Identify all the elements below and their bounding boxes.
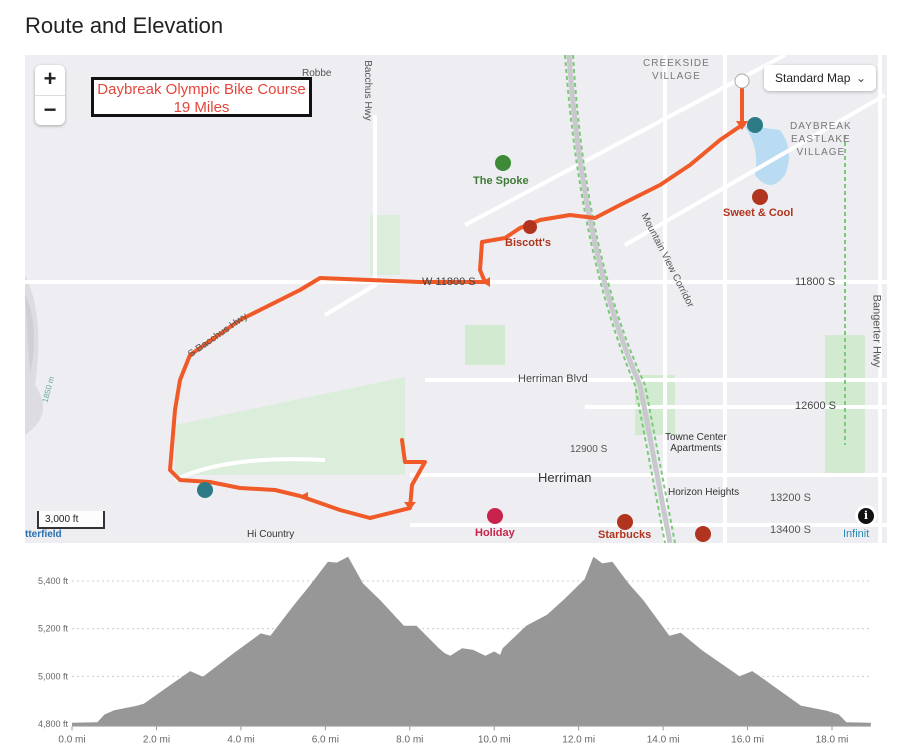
- map-label: CREEKSIDE VILLAGE: [643, 57, 710, 83]
- map-label: VILLAGE: [796, 147, 846, 158]
- route-line[interactable]: [168, 80, 744, 520]
- bike-shop-icon: [747, 117, 763, 133]
- map-label: 12900 S: [570, 444, 608, 455]
- x-tick-label: 18.0 mi: [816, 734, 849, 745]
- map-label: EASTLAKE: [791, 134, 851, 145]
- start-flag-icon: [734, 73, 750, 89]
- elevation-area: [72, 556, 871, 727]
- map-label: VILLAGE: [652, 71, 701, 82]
- map-label: Horizon Heights: [668, 487, 740, 498]
- y-tick-label: 5,200 ft: [38, 624, 69, 634]
- x-tick-label: 2.0 mi: [143, 734, 170, 745]
- poi-sweet-cool[interactable]: Sweet & Cool: [723, 207, 794, 219]
- arrow-icon: [736, 121, 748, 130]
- map-type-label: Standard Map: [775, 71, 851, 85]
- x-tick-label: 10.0 mi: [478, 734, 511, 745]
- map-label: Towne Center: [665, 432, 727, 443]
- info-icon: i: [858, 508, 874, 524]
- roads: [25, 55, 887, 543]
- map-label: tterfield: [25, 529, 62, 540]
- route-map[interactable]: Robbe Bacchus Hwy CREEKSIDE VILLAGE DAYBR…: [25, 55, 887, 543]
- info-button[interactable]: i: [855, 505, 877, 527]
- x-tick-label: 14.0 mi: [647, 734, 680, 745]
- y-tick-label: 4,800 ft: [38, 719, 69, 729]
- poi-biscotts[interactable]: Biscott's: [505, 237, 552, 249]
- park-icon: [495, 155, 511, 171]
- elevation-chart: 4,800 ft 5,000 ft 5,200 ft 5,400 ft 0.0 mi 2.…: [38, 556, 871, 745]
- map-label: Herriman Blvd: [518, 373, 588, 385]
- cafe-icon: [523, 220, 537, 234]
- cafe-icon: [752, 189, 768, 205]
- x-tick-label: 4.0 mi: [227, 734, 254, 745]
- map-label: Herriman: [538, 470, 592, 485]
- arrow-icon: [482, 277, 490, 287]
- map-label: Hi Country: [247, 529, 295, 540]
- zoom-control: + −: [35, 65, 65, 125]
- map-type-select[interactable]: Standard Map ⌄: [764, 65, 876, 91]
- highway: [566, 55, 673, 543]
- lake: [743, 125, 789, 185]
- map-label: DAYBREAK EASTLAKE VILLAGE: [790, 120, 852, 159]
- map-label: Bacchus Hwy: [361, 60, 373, 121]
- map-label: DAYBREAK: [790, 121, 852, 132]
- cafe-icon: [617, 514, 633, 530]
- course-title-box: Daybreak Olympic Bike Course 19 Miles: [91, 77, 312, 117]
- map-canvas[interactable]: [25, 55, 887, 543]
- map-label: Towne Center Apartments: [665, 432, 727, 454]
- terrain-shading: [25, 295, 34, 375]
- map-label: Apartments: [670, 443, 722, 454]
- course-title: Daybreak Olympic Bike Course: [97, 81, 306, 98]
- page-title: Route and Elevation: [25, 13, 224, 38]
- scale-bar: 3,000 ft: [37, 511, 105, 529]
- y-tick-label: 5,400 ft: [38, 576, 69, 586]
- map-label: Bangerter Hwy: [870, 294, 883, 368]
- map-label: 13400 S: [770, 524, 811, 536]
- arrow-icon: [404, 502, 416, 510]
- poi-the-spoke[interactable]: The Spoke: [473, 175, 529, 187]
- x-tick-label: 8.0 mi: [396, 734, 423, 745]
- zoom-in-button[interactable]: +: [35, 65, 65, 96]
- route-direction-arrows: [300, 121, 748, 510]
- map-label: 13200 S: [770, 492, 811, 504]
- park-area: [465, 325, 505, 365]
- cafe-icon: [695, 526, 711, 542]
- y-tick-label: 5,000 ft: [38, 671, 69, 681]
- x-tick-label: 0.0 mi: [58, 734, 85, 745]
- park-area: [175, 377, 405, 475]
- terrain-shading: [25, 275, 43, 435]
- map-label: 11800 S: [795, 276, 836, 288]
- map-label: CREEKSIDE: [643, 58, 710, 69]
- arrow-icon: [300, 492, 308, 501]
- course-distance: 19 Miles: [173, 99, 230, 116]
- poi-holiday[interactable]: Holiday: [475, 527, 515, 539]
- map-label: Infinit: [843, 528, 870, 540]
- bike-shop-icon: [197, 482, 213, 498]
- x-tick-label: 6.0 mi: [312, 734, 339, 745]
- x-tick-label: 16.0 mi: [731, 734, 764, 745]
- store-icon: [487, 508, 503, 524]
- zoom-out-button[interactable]: −: [43, 97, 57, 122]
- trails: [564, 55, 846, 543]
- map-label: Robbe: [302, 68, 332, 79]
- map-label: 12600 S: [795, 400, 836, 412]
- poi-starbucks[interactable]: Starbucks: [598, 529, 652, 541]
- map-label: W 11800 S: [422, 276, 476, 288]
- chevron-down-icon: ⌄: [855, 71, 866, 85]
- x-tick-label: 12.0 mi: [562, 734, 595, 745]
